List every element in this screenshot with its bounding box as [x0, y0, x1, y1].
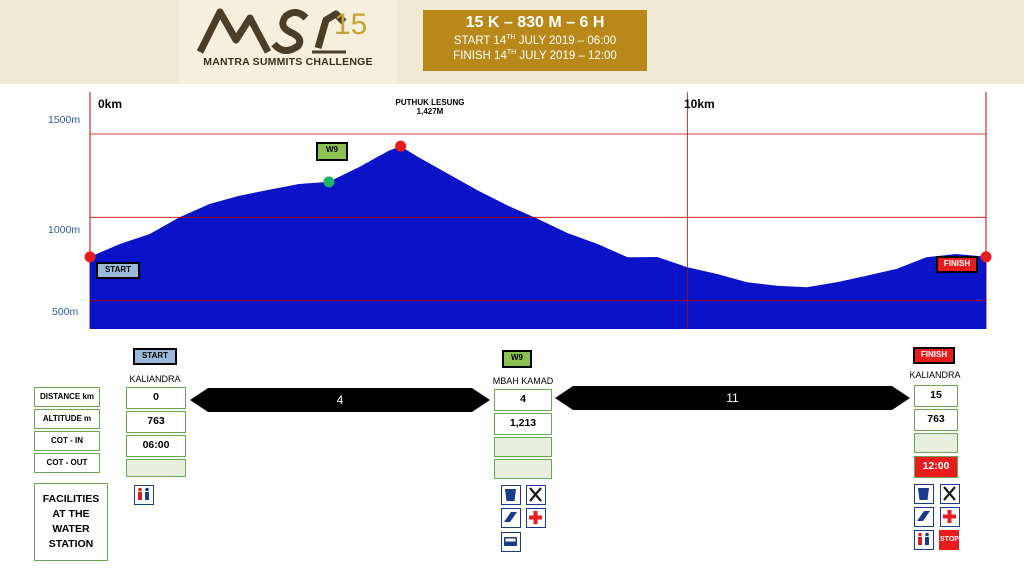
stop-icon: STOP	[939, 530, 959, 550]
finish-time-line: FINISH 14TH JULY 2019 – 12:00	[453, 48, 617, 62]
km-label-0: 0km	[98, 97, 123, 111]
peak-altitude: 1,427M	[416, 107, 444, 116]
elevation-chart	[84, 92, 992, 329]
finish-altitude: 763	[914, 409, 958, 431]
table-w9-tag: W9	[502, 350, 532, 368]
finish-marker: FINISH	[936, 256, 978, 273]
finish-cot-out: 12:00	[914, 456, 958, 478]
header-band: 15 MANTRA SUMMITS CHALLENGE 15 K – 830 M…	[0, 0, 1024, 84]
toilet-icon-finish	[914, 530, 934, 550]
station-name-start: KALIANDRA	[129, 374, 181, 384]
medical-icon	[526, 508, 546, 528]
event-logo: 15 MANTRA SUMMITS CHALLENGE	[178, 0, 398, 84]
facilities-label: FACILITIES AT THE WATER STATION	[34, 483, 108, 561]
row-label-cot-out: COT - OUT	[34, 453, 100, 473]
row-label-distance: DISTANCE km	[34, 387, 100, 407]
drink-icon-finish	[914, 484, 934, 504]
elevation-profile: 1500m 1000m 500m 0km 10km PUTHUK LESUNG …	[0, 84, 1024, 334]
start-cot-in: 06:00	[126, 435, 186, 457]
toilet-icon	[134, 485, 154, 505]
food-icon-finish	[940, 484, 960, 504]
fruit-icon	[501, 508, 521, 528]
logo-mountains-icon	[196, 8, 347, 54]
medical-icon-finish	[940, 507, 960, 527]
row-label-cot-in: COT - IN	[34, 431, 100, 451]
w9-marker: W9	[316, 142, 348, 161]
y-label-1500: 1500m	[48, 114, 81, 126]
y-label-500: 500m	[52, 306, 79, 318]
station-name-finish: KALIANDRA	[909, 370, 961, 380]
finish-distance: 15	[914, 385, 958, 407]
w9-cot-in	[494, 437, 552, 457]
drink-icon	[501, 485, 521, 505]
start-time-line: START 14TH JULY 2019 – 06:00	[453, 34, 617, 47]
logo-number: 15	[334, 8, 368, 41]
station-name-w9: MBAH KAMAD	[492, 376, 554, 386]
race-info-box: 15 K – 830 M – 6 H START 14TH JULY 2019 …	[423, 10, 647, 71]
y-label-1000: 1000m	[48, 224, 81, 236]
fruit-icon-finish	[914, 507, 934, 527]
point-finish	[980, 251, 992, 263]
w9-altitude: 1,213	[494, 413, 552, 435]
table-start-tag: START	[133, 348, 177, 365]
peak-name: PUTHUK LESUNG	[395, 98, 465, 107]
elevation-area	[90, 146, 986, 329]
start-cot-out	[126, 459, 186, 477]
food-icon	[526, 485, 546, 505]
start-marker: START	[96, 262, 140, 279]
point-w9	[323, 176, 335, 188]
w9-distance: 4	[494, 389, 552, 411]
point-start	[84, 251, 96, 263]
logo-text: MANTRA SUMMITS CHALLENGE	[203, 56, 373, 68]
row-label-altitude: ALTITUDE m	[34, 409, 100, 429]
bus-icon	[501, 532, 521, 552]
finish-cot-in	[914, 433, 958, 453]
peak-label: PUTHUK LESUNG 1,427M	[370, 98, 490, 116]
point-puthuk-lesung	[395, 140, 407, 152]
segment-arrow-1: 4	[190, 388, 490, 412]
table-finish-tag: FINISH	[913, 347, 955, 364]
w9-cot-out	[494, 459, 552, 479]
km-label-10: 10km	[684, 97, 715, 111]
race-title: 15 K – 830 M – 6 H	[465, 14, 605, 31]
start-distance: 0	[126, 387, 186, 409]
start-altitude: 763	[126, 411, 186, 433]
segment-arrow-2: 11	[555, 386, 910, 410]
